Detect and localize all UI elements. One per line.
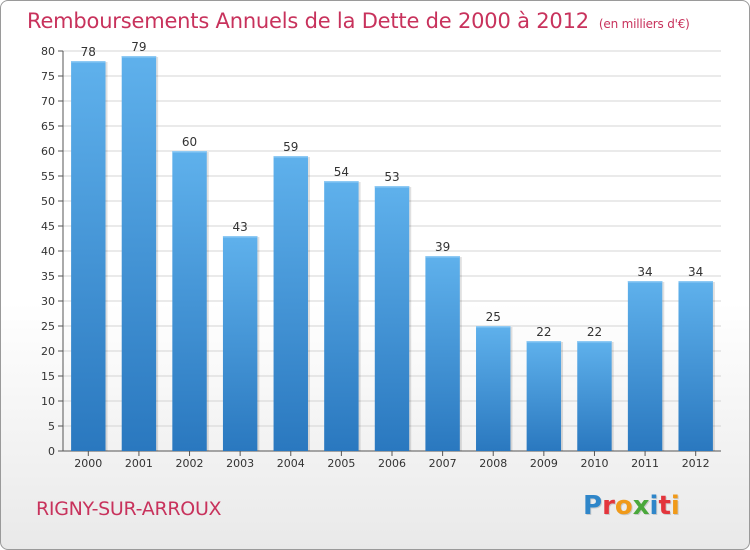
- bar-highlight: [71, 61, 106, 63]
- y-tick-label: 65: [41, 120, 55, 133]
- y-tick-label: 15: [41, 370, 55, 383]
- logo-letter: P: [583, 491, 603, 521]
- label-layer: 78 79 60 43 59 54 53 39 25 22 22 34 34: [81, 40, 704, 339]
- bar-2003: [222, 236, 258, 451]
- value-label-2012: 34: [688, 265, 703, 279]
- bar-2006: [374, 186, 410, 451]
- bar-2009: [526, 341, 562, 451]
- bar-highlight: [678, 281, 713, 283]
- y-tick-label: 30: [41, 295, 55, 308]
- bar-highlight: [172, 151, 207, 153]
- value-label-2001: 79: [131, 40, 146, 54]
- x-tick-label-2007: 2007: [429, 457, 457, 470]
- value-label-2007: 39: [435, 240, 450, 254]
- value-label-2000: 78: [81, 45, 96, 59]
- x-tick-label-2008: 2008: [479, 457, 507, 470]
- bar-highlight: [476, 326, 511, 328]
- x-tick-label-2005: 2005: [327, 457, 355, 470]
- bar-highlight: [324, 181, 359, 183]
- x-tick-label-2009: 2009: [530, 457, 558, 470]
- bar-highlight: [374, 186, 410, 188]
- bar-2011: [627, 281, 663, 451]
- bar-highlight: [273, 156, 308, 158]
- bar-highlight: [121, 56, 157, 58]
- y-tick-label: 50: [41, 195, 55, 208]
- logo-letter: i: [670, 491, 680, 521]
- x-tick-label-2010: 2010: [580, 457, 608, 470]
- value-label-2011: 34: [637, 265, 652, 279]
- value-label-2009: 22: [536, 325, 551, 339]
- chart-subtitle: (en milliers d'€): [598, 17, 690, 31]
- chart-title-text: Remboursements Annuels de la Dette de 20…: [27, 9, 589, 33]
- bar-highlight: [425, 256, 460, 258]
- bar-2008: [476, 326, 511, 451]
- logo-letter: x: [632, 491, 650, 521]
- x-tick-label-2001: 2001: [125, 457, 153, 470]
- value-label-2010: 22: [587, 325, 602, 339]
- y-tick-label: 5: [48, 420, 55, 433]
- commune-name: RIGNY-SUR-ARROUX: [36, 498, 222, 520]
- x-tick-label-2002: 2002: [176, 457, 204, 470]
- logo-letter: o: [614, 491, 633, 521]
- y-tick-label: 75: [41, 70, 55, 83]
- proxiti-logo: Proxiti: [583, 491, 680, 521]
- bar-2012: [678, 281, 713, 451]
- y-tick-label: 60: [41, 145, 55, 158]
- bar-2002: [172, 151, 207, 451]
- chart-title: Remboursements Annuels de la Dette de 20…: [27, 9, 690, 33]
- logo-letter: r: [602, 491, 615, 521]
- y-tick-label: 20: [41, 345, 55, 358]
- bar-highlight: [627, 281, 663, 283]
- value-label-2004: 59: [283, 140, 298, 154]
- bar-2004: [273, 156, 308, 451]
- value-label-2002: 60: [182, 135, 197, 149]
- y-tick-label: 25: [41, 320, 55, 333]
- x-tick-label-2006: 2006: [378, 457, 406, 470]
- bar-highlight: [577, 341, 612, 343]
- y-tick-label: 55: [41, 170, 55, 183]
- bar-highlight: [222, 236, 258, 238]
- bar-highlight: [526, 341, 562, 343]
- bar-2000: [71, 61, 106, 451]
- bar-2005: [324, 181, 359, 451]
- y-tick-label: 70: [41, 95, 55, 108]
- y-tick-label: 45: [41, 220, 55, 233]
- value-label-2008: 25: [486, 310, 501, 324]
- bar-2007: [425, 256, 460, 451]
- x-tick-label-2000: 2000: [74, 457, 102, 470]
- bar-2010: [577, 341, 612, 451]
- y-tick-label: 80: [41, 45, 55, 58]
- bar-layer: [71, 56, 715, 451]
- y-tick-label: 10: [41, 395, 55, 408]
- x-tick-label-2004: 2004: [277, 457, 305, 470]
- logo-letter: t: [658, 491, 671, 521]
- value-label-2005: 54: [334, 165, 349, 179]
- y-tick-label: 0: [48, 445, 55, 458]
- logo-letter: i: [649, 491, 659, 521]
- y-tick-label: 35: [41, 270, 55, 283]
- x-tick-label-2003: 2003: [226, 457, 254, 470]
- x-tick-label-2011: 2011: [631, 457, 659, 470]
- value-label-2006: 53: [384, 170, 399, 184]
- y-tick-label: 40: [41, 245, 55, 258]
- value-label-2003: 43: [233, 220, 248, 234]
- bar-2001: [121, 56, 157, 451]
- x-tick-label-2012: 2012: [682, 457, 710, 470]
